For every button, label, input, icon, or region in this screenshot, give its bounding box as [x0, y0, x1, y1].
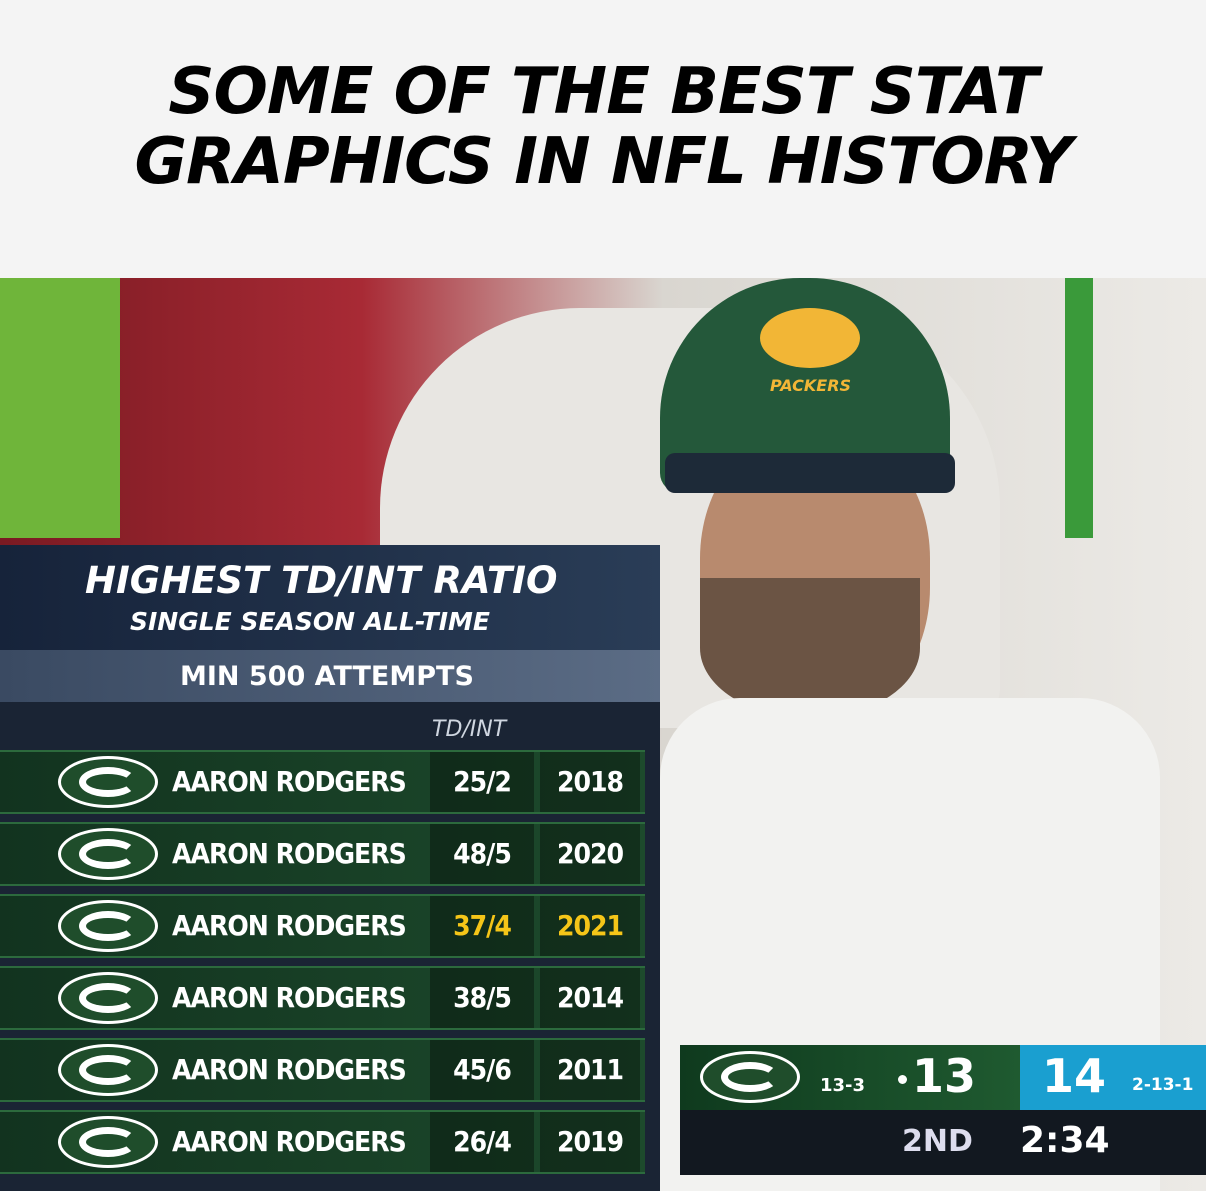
away-score: 14 — [1042, 1049, 1107, 1103]
td-int: 26/4 — [430, 1112, 534, 1172]
player-name: AARON RODGERS — [172, 1125, 407, 1158]
cap-text: PACKERS — [770, 376, 852, 395]
season: 2021 — [540, 896, 640, 956]
title-line: GRAPHICS IN NFL HISTORY — [134, 125, 1073, 199]
cap-brim — [665, 453, 955, 493]
vest — [0, 278, 120, 538]
season: 2018 — [540, 752, 640, 812]
player-name: AARON RODGERS — [172, 765, 407, 798]
clock: 2:34 — [1020, 1120, 1110, 1161]
team-logo — [58, 900, 158, 952]
home-score: 13 — [912, 1049, 977, 1103]
team-logo — [58, 1044, 158, 1096]
stat-row: AARON RODGERS 25/2 2018 — [0, 750, 645, 814]
graphic-header: HIGHEST TD/INT RATIO SINGLE SEASON ALL-T… — [0, 545, 660, 650]
stat-row: AARON RODGERS 45/6 2011 — [0, 1038, 645, 1102]
td-int: 37/4 — [430, 896, 534, 956]
td-int: 45/6 — [430, 1040, 534, 1100]
td-int: 25/2 — [430, 752, 534, 812]
stat-row: AARON RODGERS 26/4 2019 — [0, 1110, 645, 1174]
away-box: 14 2-13-1 — [1020, 1045, 1206, 1110]
possession-dot — [898, 1075, 907, 1084]
player-name: AARON RODGERS — [172, 981, 407, 1014]
team-logo — [58, 1116, 158, 1168]
title-line: SOME OF THE BEST STAT — [168, 55, 1038, 129]
season: 2019 — [540, 1112, 640, 1172]
rows: AARON RODGERS 25/2 2018 AARON RODGERS 48/5 20… — [0, 545, 660, 1191]
home-logo — [700, 1051, 800, 1103]
column-header: TD/INT — [432, 717, 507, 742]
game-clock-bar: 2ND 2:34 — [680, 1110, 1206, 1175]
lanyard — [1065, 278, 1093, 538]
graphic-title: HIGHEST TD/INT RATIO — [85, 559, 558, 602]
team-logo — [58, 756, 158, 808]
td-int: 48/5 — [430, 824, 534, 884]
player-name: AARON RODGERS — [172, 1053, 407, 1086]
stat-row: AARON RODGERS 37/4 2021 — [0, 894, 645, 958]
stat-row: AARON RODGERS 48/5 2020 — [0, 822, 645, 886]
home-record: 13-3 — [820, 1075, 866, 1096]
cap-logo — [760, 308, 860, 368]
qualifier-band: MIN 500 ATTEMPTS — [0, 650, 660, 702]
team-logo — [58, 828, 158, 880]
td-int: 38/5 — [430, 968, 534, 1028]
team-logo — [58, 972, 158, 1024]
season: 2011 — [540, 1040, 640, 1100]
season: 2020 — [540, 824, 640, 884]
away-record: 2-13-1 — [1132, 1075, 1194, 1095]
season: 2014 — [540, 968, 640, 1028]
header: SOME OF THE BEST STAT GRAPHICS IN NFL HI… — [0, 0, 1206, 278]
quarter: 2ND — [902, 1124, 973, 1159]
player-name: AARON RODGERS — [172, 909, 407, 942]
player-name: AARON RODGERS — [172, 837, 407, 870]
qualifier: MIN 500 ATTEMPTS — [180, 661, 474, 692]
beard — [700, 578, 920, 718]
stat-graphic: HIGHEST TD/INT RATIO SINGLE SEASON ALL-T… — [0, 545, 660, 1191]
home-box: 13-3 13 — [680, 1045, 1020, 1110]
scoreboard: 13-3 13 14 2-13-1 — [680, 1045, 1206, 1110]
graphic-subtitle: SINGLE SEASON ALL-TIME — [130, 607, 490, 636]
stat-row: AARON RODGERS 38/5 2014 — [0, 966, 645, 1030]
